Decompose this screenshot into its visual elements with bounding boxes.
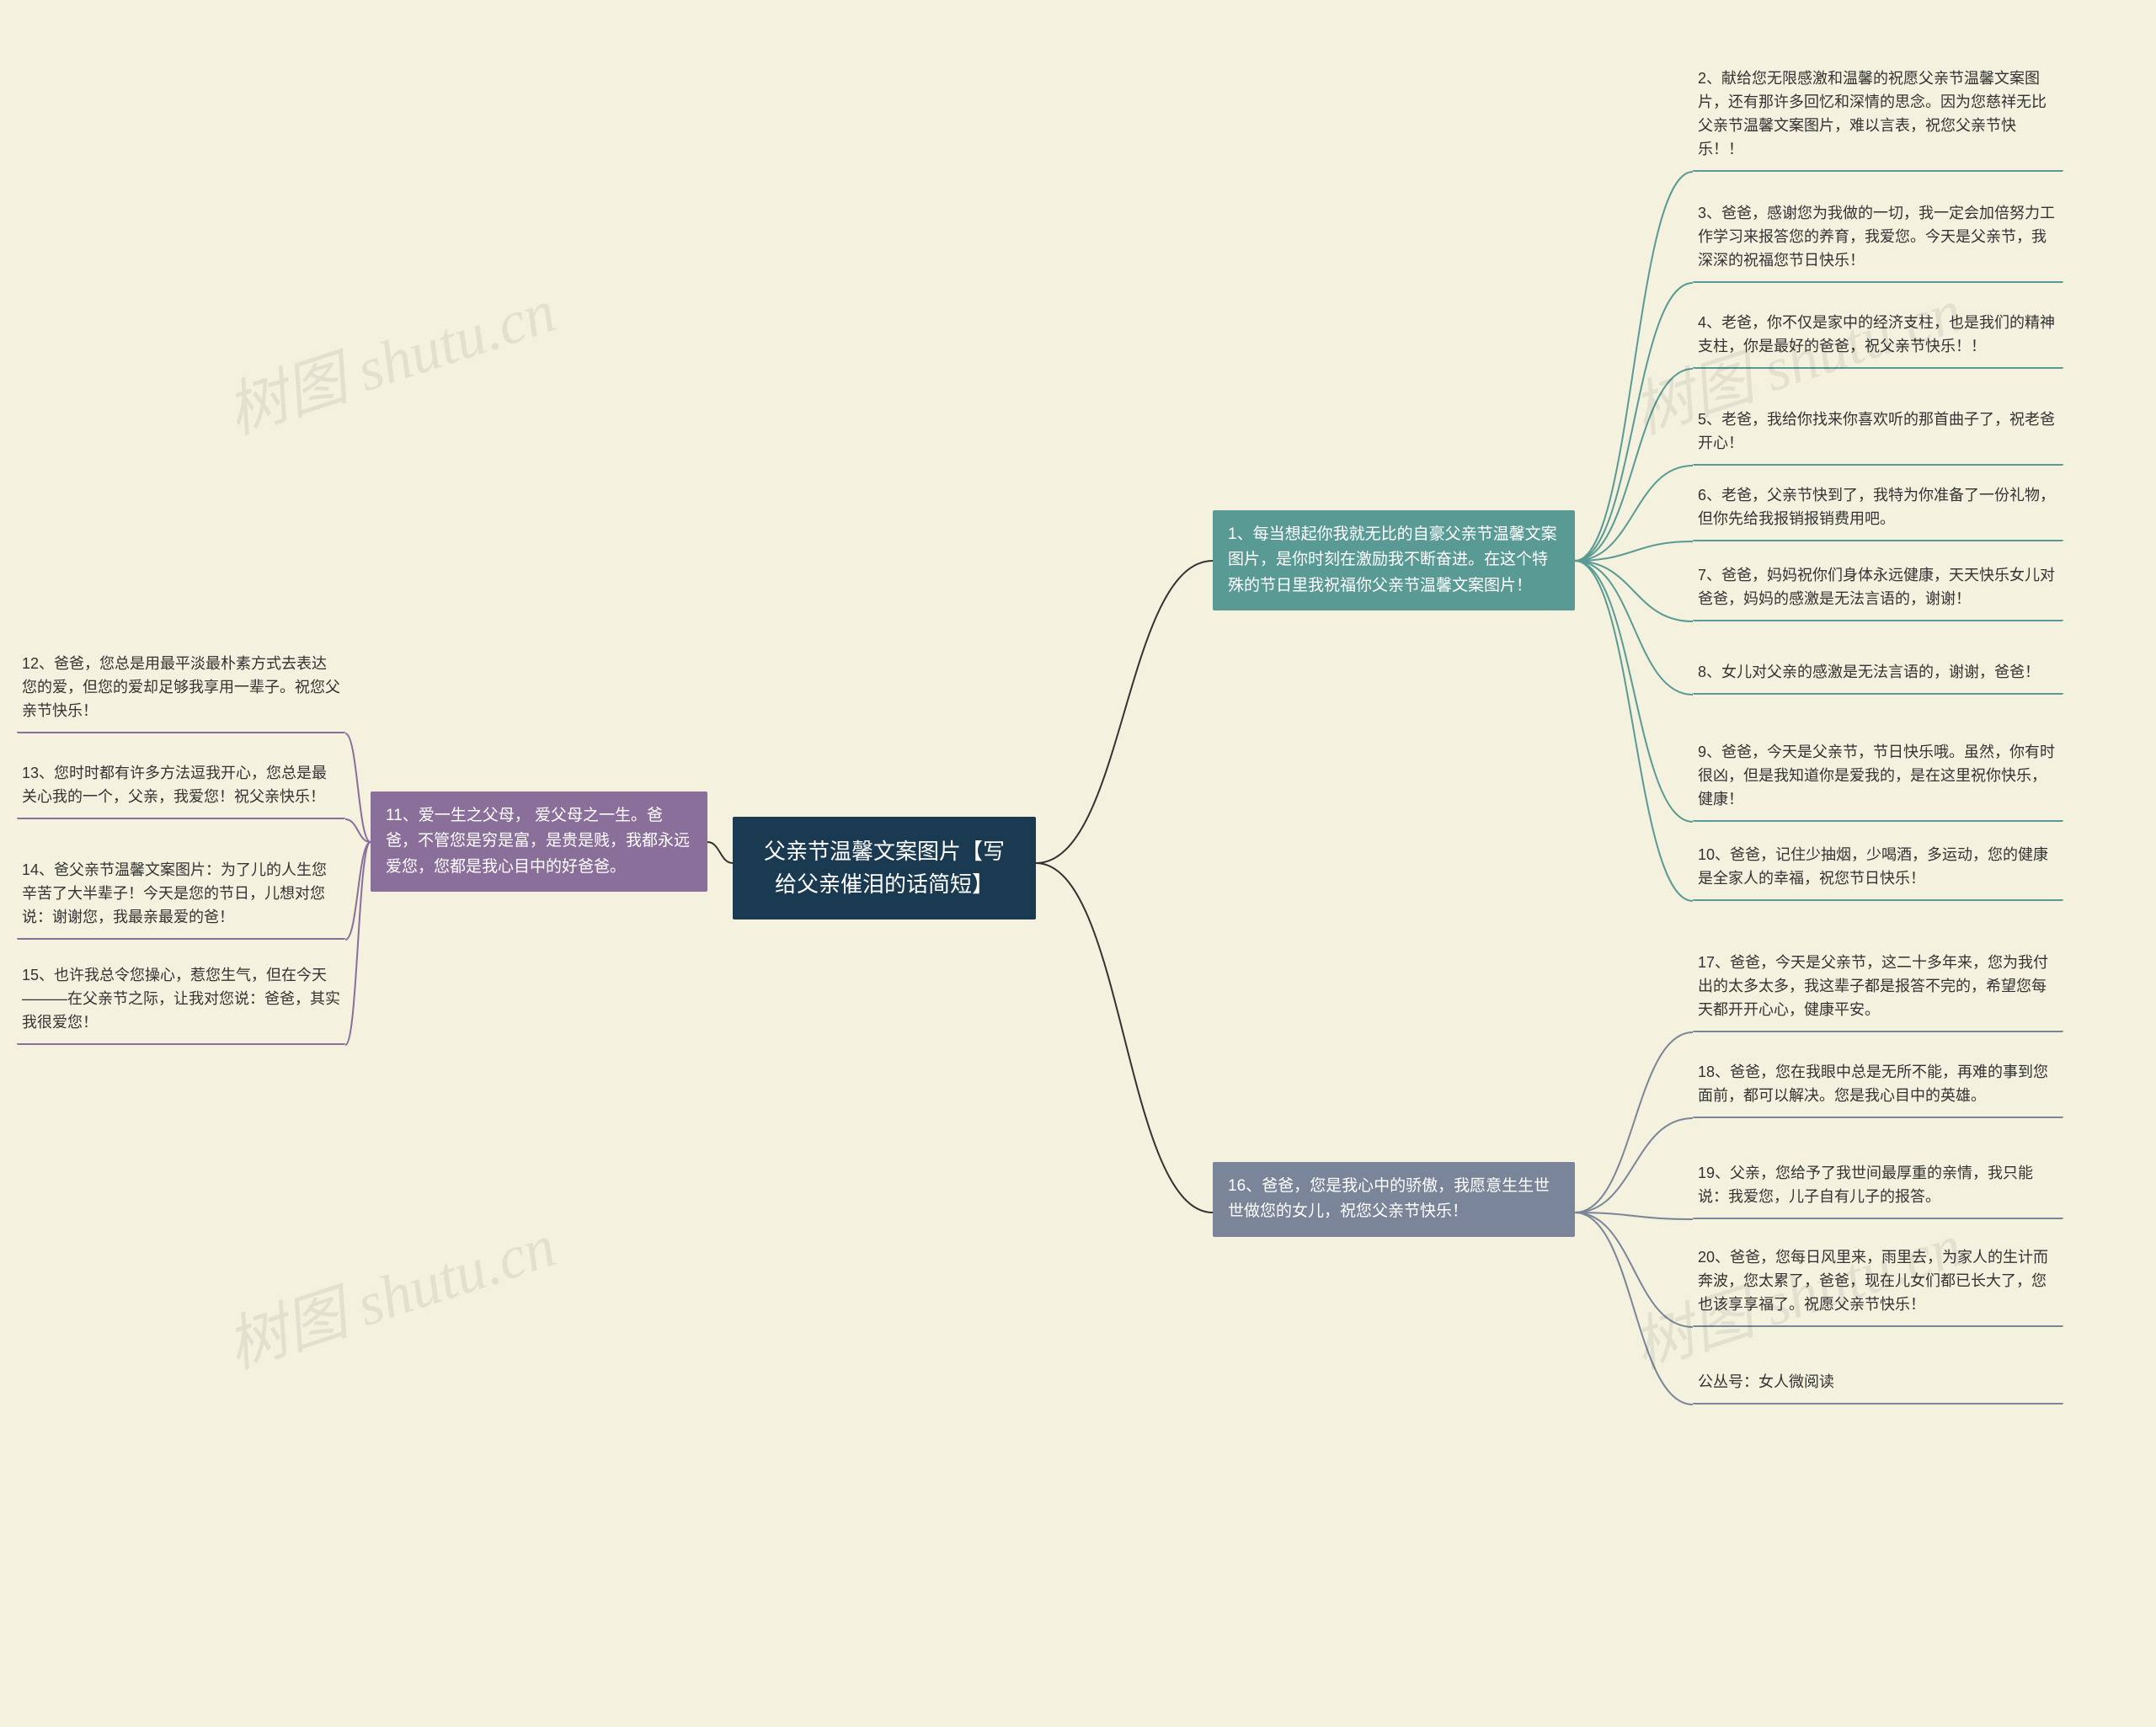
mindmap-leaf: 12、爸爸，您总是用最平淡最朴素方式去表达您的爱，但您的爱却足够我享用一辈子。祝…	[17, 644, 345, 733]
leaf-label: 10、爸爸，记住少抽烟，少喝酒，多运动，您的健康是全家人的幸福，祝您节日快乐！	[1698, 846, 2048, 887]
mindmap-branch: 11、爱一生之父母， 爱父母之一生。爸爸，不管您是穷是富，是贵是贱，我都永远爱您…	[371, 792, 707, 892]
watermark: 树图 shutu.cn	[214, 1196, 565, 1385]
leaf-label: 9、爸爸，今天是父亲节，节日快乐哦。虽然，你有时很凶，但是我知道你是爱我的，是在…	[1698, 744, 2055, 808]
leaf-label: 8、女儿对父亲的感激是无法言语的，谢谢，爸爸！	[1698, 664, 2040, 680]
leaf-label: 15、也许我总令您操心，惹您生气，但在今天———在父亲节之际，让我对您说：爸爸，…	[22, 967, 340, 1031]
mindmap-leaf: 10、爸爸，记住少抽烟，少喝酒，多运动，您的健康是全家人的幸福，祝您节日快乐！	[1693, 835, 2063, 901]
mindmap-leaf: 18、爸爸，您在我眼中总是无所不能，再难的事到您面前，都可以解决。您是我心目中的…	[1693, 1053, 2063, 1118]
mindmap-leaf: 17、爸爸，今天是父亲节，这二十多年来，您为我付出的太多太多，我这辈子都是报答不…	[1693, 943, 2063, 1032]
leaf-label: 2、献给您无限感激和温馨的祝愿父亲节温馨文案图片，还有那许多回忆和深情的思念。因…	[1698, 70, 2047, 157]
leaf-label: 3、爸爸，感谢您为我做的一切，我一定会加倍努力工作学习来报答您的养育，我爱您。今…	[1698, 205, 2055, 269]
mindmap-leaf: 9、爸爸，今天是父亲节，节日快乐哦。虽然，你有时很凶，但是我知道你是爱我的，是在…	[1693, 733, 2063, 822]
branch-label: 1、每当想起你我就无比的自豪父亲节温馨文案图片，是你时刻在激励我不断奋进。在这个…	[1228, 525, 1557, 594]
leaf-label: 18、爸爸，您在我眼中总是无所不能，再难的事到您面前，都可以解决。您是我心目中的…	[1698, 1063, 2048, 1104]
leaf-label: 14、爸父亲节温馨文案图片：为了儿的人生您辛苦了大半辈子！今天是您的节日，儿想对…	[22, 861, 327, 925]
leaf-label: 12、爸爸，您总是用最平淡最朴素方式去表达您的爱，但您的爱却足够我享用一辈子。祝…	[22, 655, 340, 719]
leaf-label: 13、您时时都有许多方法逗我开心，您总是最关心我的一个，父亲，我爱您！祝父亲快乐…	[22, 765, 327, 805]
mindmap-leaf: 5、老爸，我给你找来你喜欢听的那首曲子了，祝老爸开心！	[1693, 400, 2063, 466]
mindmap-leaf: 公丛号：女人微阅读	[1693, 1362, 2063, 1405]
leaf-label: 6、老爸，父亲节快到了，我特为你准备了一份礼物，但你先给我报销报销费用吧。	[1698, 487, 2055, 527]
branch-label: 11、爱一生之父母， 爱父母之一生。爸爸，不管您是穷是富，是贵是贱，我都永远爱您…	[386, 807, 690, 876]
leaf-label: 17、爸爸，今天是父亲节，这二十多年来，您为我付出的太多太多，我这辈子都是报答不…	[1698, 954, 2048, 1018]
mindmap-leaf: 6、老爸，父亲节快到了，我特为你准备了一份礼物，但你先给我报销报销费用吧。	[1693, 476, 2063, 541]
root-label: 父亲节温馨文案图片【写给父亲催泪的话简短】	[764, 839, 1005, 897]
mindmap-leaf: 8、女儿对父亲的感激是无法言语的，谢谢，爸爸！	[1693, 653, 2063, 695]
mindmap-leaf: 2、献给您无限感激和温馨的祝愿父亲节温馨文案图片，还有那许多回忆和深情的思念。因…	[1693, 59, 2063, 172]
watermark: 树图 shutu.cn	[214, 261, 565, 450]
leaf-label: 20、爸爸，您每日风里来，雨里去，为家人的生计而奔波，您太累了，爸爸，现在儿女们…	[1698, 1249, 2048, 1313]
mindmap-leaf: 4、老爸，你不仅是家中的经济支柱，也是我们的精神支柱，你是最好的爸爸，祝父亲节快…	[1693, 303, 2063, 369]
mindmap-branch: 1、每当想起你我就无比的自豪父亲节温馨文案图片，是你时刻在激励我不断奋进。在这个…	[1213, 510, 1575, 610]
mindmap-leaf: 3、爸爸，感谢您为我做的一切，我一定会加倍努力工作学习来报答您的养育，我爱您。今…	[1693, 194, 2063, 283]
branch-label: 16、爸爸，您是我心中的骄傲，我愿意生生世世做您的女儿，祝您父亲节快乐！	[1228, 1177, 1550, 1220]
mindmap-leaf: 15、也许我总令您操心，惹您生气，但在今天———在父亲节之际，让我对您说：爸爸，…	[17, 956, 345, 1045]
mindmap-leaf: 14、爸父亲节温馨文案图片：为了儿的人生您辛苦了大半辈子！今天是您的节日，儿想对…	[17, 850, 345, 940]
leaf-label: 5、老爸，我给你找来你喜欢听的那首曲子了，祝老爸开心！	[1698, 411, 2055, 451]
leaf-label: 公丛号：女人微阅读	[1698, 1373, 1834, 1390]
mindmap-branch: 16、爸爸，您是我心中的骄傲，我愿意生生世世做您的女儿，祝您父亲节快乐！	[1213, 1162, 1575, 1237]
mindmap-leaf: 7、爸爸，妈妈祝你们身体永远健康，天天快乐女儿对爸爸，妈妈的感激是无法言语的，谢…	[1693, 556, 2063, 621]
mindmap-leaf: 13、您时时都有许多方法逗我开心，您总是最关心我的一个，父亲，我爱您！祝父亲快乐…	[17, 754, 345, 819]
mindmap-root: 父亲节温馨文案图片【写给父亲催泪的话简短】	[733, 817, 1036, 919]
leaf-label: 7、爸爸，妈妈祝你们身体永远健康，天天快乐女儿对爸爸，妈妈的感激是无法言语的，谢…	[1698, 567, 2055, 607]
leaf-label: 4、老爸，你不仅是家中的经济支柱，也是我们的精神支柱，你是最好的爸爸，祝父亲节快…	[1698, 314, 2055, 354]
leaf-label: 19、父亲，您给予了我世间最厚重的亲情，我只能说：我爱您，儿子自有儿子的报答。	[1698, 1165, 2033, 1205]
mindmap-leaf: 20、爸爸，您每日风里来，雨里去，为家人的生计而奔波，您太累了，爸爸，现在儿女们…	[1693, 1238, 2063, 1327]
mindmap-leaf: 19、父亲，您给予了我世间最厚重的亲情，我只能说：我爱您，儿子自有儿子的报答。	[1693, 1154, 2063, 1219]
